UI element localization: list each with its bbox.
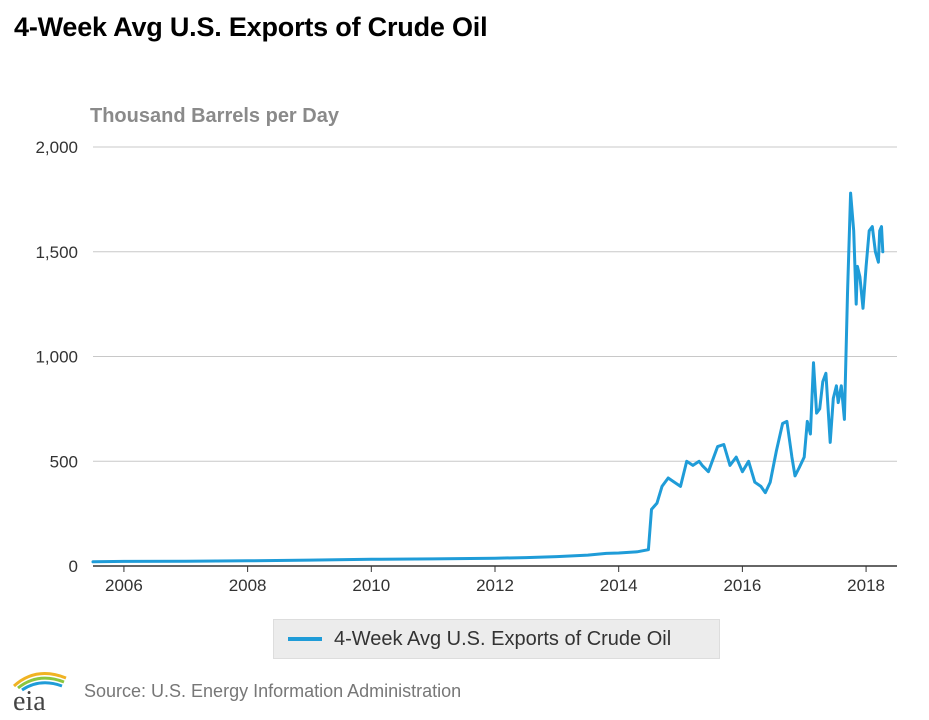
y-tick-label-3: 1,500 xyxy=(35,243,78,262)
y-tick-label-1: 500 xyxy=(50,452,78,471)
x-tick-label-6: 2018 xyxy=(847,576,885,595)
x-tick-label-3: 2012 xyxy=(476,576,514,595)
y-tick-label-0: 0 xyxy=(69,557,78,576)
grid-lines xyxy=(93,146,897,462)
logo-arc-green xyxy=(17,676,65,690)
eia-logo: eia xyxy=(12,672,67,714)
chart-title: 4-Week Avg U.S. Exports of Crude Oil xyxy=(14,12,488,42)
legend-swatch xyxy=(288,637,322,641)
logo-arc-blue xyxy=(21,681,63,692)
x-axis: 2006 2008 2010 2012 2014 2016 2018 xyxy=(93,565,897,595)
x-tick-label-1: 2008 xyxy=(229,576,267,595)
x-tick-label-2: 2010 xyxy=(352,576,390,595)
y-tick-label-2: 1,000 xyxy=(35,348,78,367)
y-axis-ticks: 0 500 1,000 1,500 2,000 xyxy=(35,138,78,576)
line-chart: Thousand Barrels per Day 0 500 1,000 1,500 2… xyxy=(35,105,897,595)
logo-arc-yellow xyxy=(12,672,67,688)
legend-label: 4-Week Avg U.S. Exports of Crude Oil xyxy=(334,627,672,650)
series-line-0 xyxy=(91,191,885,564)
x-tick-label-4: 2014 xyxy=(600,576,638,595)
y-tick-label-4: 2,000 xyxy=(35,138,78,157)
x-tick-label-0: 2006 xyxy=(105,576,143,595)
x-tick-label-5: 2016 xyxy=(723,576,761,595)
y-axis-label: Thousand Barrels per Day xyxy=(90,105,340,127)
legend[interactable]: 4-Week Avg U.S. Exports of Crude Oil xyxy=(273,619,720,659)
source-text: Source: U.S. Energy Information Administ… xyxy=(84,680,462,701)
series-group xyxy=(91,191,885,564)
logo-text: eia xyxy=(13,686,46,714)
source-row: eia Source: U.S. Energy Information Admi… xyxy=(8,668,461,714)
